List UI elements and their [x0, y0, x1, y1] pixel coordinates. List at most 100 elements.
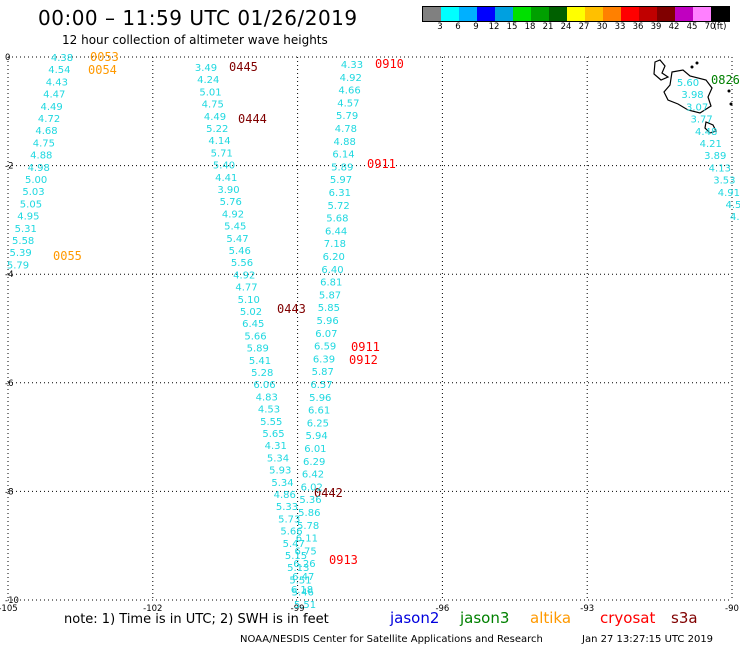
- wave-height-value: 4.77: [235, 283, 257, 294]
- map-subtitle: 12 hour collection of altimeter wave hei…: [62, 33, 328, 47]
- wave-height-value: 4.48: [695, 127, 717, 138]
- wave-height-value: 5.93: [269, 466, 291, 477]
- wave-height-value: 5.87: [312, 367, 334, 378]
- wave-height-value: 5.51: [289, 575, 311, 586]
- scale-swatch: [495, 7, 513, 21]
- wave-height-value: 4.14: [208, 136, 230, 147]
- wave-height-value: 6.29: [303, 457, 325, 468]
- wave-height-value: 4.38: [51, 53, 73, 64]
- scale-swatch: [693, 7, 711, 21]
- scale-swatch: [441, 7, 459, 21]
- wave-height-value: 5.15: [285, 551, 307, 562]
- wave-height-value: 6.42: [302, 470, 324, 481]
- wave-height-value: 4.57: [337, 98, 359, 109]
- scale-tick-label: 45: [686, 22, 698, 32]
- wave-height-value: 4.92: [340, 73, 362, 84]
- wave-height-value: 5.36: [299, 495, 321, 506]
- latitude-label: -2: [5, 162, 13, 172]
- wave-height-value: 3.98: [681, 90, 703, 101]
- scale-tick-label: 9: [473, 22, 479, 32]
- wave-height-value: 6.45: [242, 319, 264, 330]
- wave-height-value: 5.47: [226, 234, 248, 245]
- wave-height-value: 4.43: [46, 77, 68, 88]
- wave-height-value: 5.65: [262, 429, 284, 440]
- scale-swatch: [711, 7, 729, 21]
- wave-height-value: 5.58: [12, 236, 34, 247]
- wave-height-value: 4.5: [726, 200, 740, 211]
- wave-height-value: 5.05: [20, 199, 42, 210]
- legend-altika: altika: [530, 609, 572, 627]
- scale-tick-label: 27: [578, 22, 590, 32]
- wave-height-value: 6.01: [304, 444, 326, 455]
- wave-height-value: 4.92: [222, 209, 244, 220]
- wave-height-value: 5.78: [297, 521, 319, 532]
- wave-height-value: 5.66: [244, 331, 266, 342]
- wave-height-value: 6.02: [301, 482, 323, 493]
- scale-tick-label: 3: [437, 22, 443, 32]
- time-label: 0445: [229, 60, 258, 74]
- scale-tick-label: 30: [596, 22, 608, 32]
- wave-height-value: 6.31: [329, 188, 351, 199]
- island-outline: [653, 59, 670, 81]
- latitude-label: -4: [5, 270, 13, 280]
- time-label: 0913: [329, 553, 358, 567]
- wave-height-value: 5.79: [336, 111, 358, 122]
- wave-height-value: 5.22: [206, 124, 228, 135]
- wave-height-value: 6.39: [313, 354, 335, 365]
- credit-line: NOAA/NESDIS Center for Satellite Applica…: [240, 634, 543, 645]
- wave-height-value: 5.66: [280, 527, 302, 538]
- wave-height-value: 5.85: [318, 303, 340, 314]
- wave-height-value: 5.33: [276, 502, 298, 513]
- wave-height-value: 4.24: [197, 75, 219, 86]
- wave-height-value: 5.56: [231, 258, 253, 269]
- wave-height-value: 6.20: [323, 252, 345, 263]
- scale-tick-label: 6: [455, 22, 461, 32]
- wave-height-value: 6.11: [296, 534, 318, 545]
- wave-height-value: 5.46: [229, 246, 251, 257]
- scale-tick-label: 15: [506, 22, 518, 32]
- map-title: 00:00 – 11:59 UTC 01/26/2019: [38, 6, 358, 30]
- wave-height-value: 5.40: [213, 161, 235, 172]
- wave-height-value: 4.95: [17, 212, 39, 223]
- scale-swatch: [603, 7, 621, 21]
- scale-tick-label: 39: [650, 22, 662, 32]
- scale-tick-label: 18: [524, 22, 536, 32]
- wave-height-value: 5.79: [7, 260, 29, 271]
- wave-height-value: 5.87: [319, 290, 341, 301]
- scale-swatch: [513, 7, 531, 21]
- wave-height-value: 5.03: [22, 187, 44, 198]
- wave-height-value: 5.01: [199, 87, 221, 98]
- wave-height-value: 4.88: [334, 137, 356, 148]
- scale-swatch: [423, 7, 441, 21]
- longitude-label: -102: [143, 604, 162, 614]
- wave-height-value: 5.47: [283, 539, 305, 550]
- time-label: 0054: [88, 63, 117, 77]
- wave-height-value: 5.39: [9, 248, 31, 259]
- island-outline: [663, 69, 713, 114]
- wave-height-value: 4.92: [233, 270, 255, 281]
- wave-height-value: 5.86: [298, 508, 320, 519]
- wave-height-value: 3.53: [713, 176, 735, 187]
- wave-height-value: 4.86: [274, 490, 296, 501]
- wave-height-value: 5.31: [15, 224, 37, 235]
- wave-height-value: 5.45: [224, 222, 246, 233]
- wave-height-value: 6.25: [307, 418, 329, 429]
- wave-height-value: 4.3: [730, 212, 740, 223]
- wave-height-value: 5.41: [249, 356, 271, 367]
- legend-jason2: jason2: [390, 609, 440, 627]
- scale-swatch: [585, 7, 603, 21]
- wave-height-value: 5.51: [294, 600, 316, 611]
- wave-height-value: 5.02: [240, 307, 262, 318]
- scale-tick-label: 24: [560, 22, 572, 32]
- wave-height-value: 5.89: [247, 344, 269, 355]
- wave-height-value: 4.49: [41, 102, 63, 113]
- wave-height-value: 4.78: [335, 124, 357, 135]
- islet: [729, 102, 733, 106]
- wave-height-value: 4.47: [43, 90, 65, 101]
- wave-height-value: 6.40: [321, 265, 343, 276]
- wave-height-value: 5.10: [238, 295, 260, 306]
- galapagos-coastline: [653, 59, 733, 134]
- wave-height-value: 5.28: [251, 368, 273, 379]
- wave-height-value: 3.89: [704, 151, 726, 162]
- wave-height-value: 6.57: [310, 380, 332, 391]
